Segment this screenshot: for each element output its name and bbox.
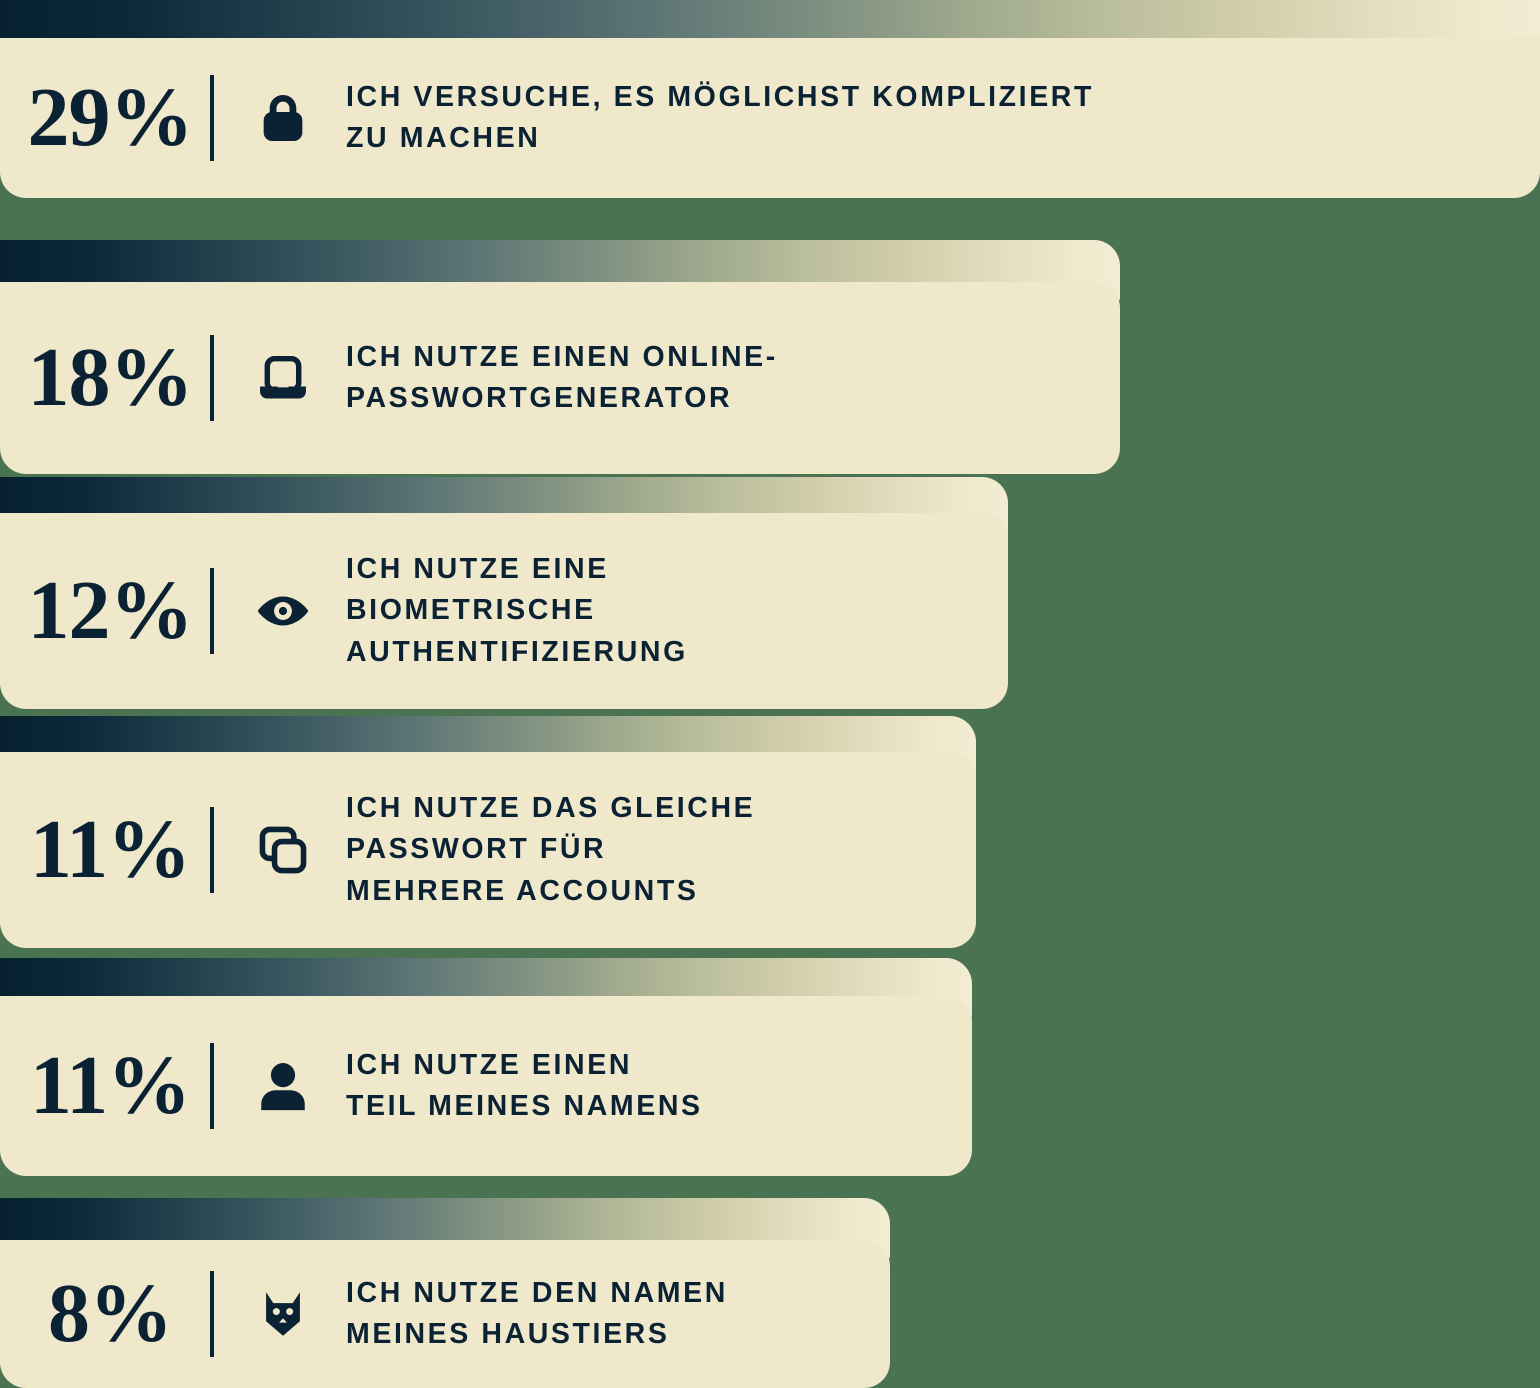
row-label: Ich nutze einen Teil meines Namens [346,1048,703,1122]
row-label: Ich versuche, es möglichst kompliziert z… [346,80,1094,154]
vertical-divider [210,335,214,421]
percentage-value: 29% [27,71,194,164]
bar-card: 11% Ich nutze einen Teil meines Namens [0,996,972,1176]
lock-icon [250,85,316,151]
bar-card: 12% Ich nutze eine biometrische Authenti… [0,513,1008,709]
bar-card: 18% Ich nutze einen Online- Passwortgene… [0,282,1120,474]
cat-icon [250,1281,316,1347]
row-label: Ich nutze eine biometrische Authentifizi… [346,553,688,668]
bar-card: 8% Ich nutze den Namen meines Haustiers [0,1240,890,1388]
vertical-divider [210,1271,214,1357]
eye-icon [250,578,316,644]
laptop-icon [250,345,316,411]
bar-card: 11% Ich nutze das gleiche Passwort für m… [0,752,976,948]
row-label: Ich nutze das gleiche Passwort für mehre… [346,792,756,907]
row-label: Ich nutze einen Online- Passwortgenerato… [346,340,778,414]
percentage-value: 12% [27,564,194,657]
vertical-divider [210,568,214,654]
percentage-value: 11% [29,1039,191,1132]
percentage-value: 18% [27,331,194,424]
percentage-value: 8% [48,1267,173,1360]
vertical-divider [210,807,214,893]
row-label: Ich nutze den Namen meines Haustiers [346,1276,728,1350]
bar-card: 29% Ich versuche, es möglichst komplizie… [0,38,1540,198]
copy-icon [250,817,316,883]
vertical-divider [210,1043,214,1129]
vertical-divider [210,75,214,161]
percentage-value: 11% [29,803,191,896]
person-icon [250,1053,316,1119]
